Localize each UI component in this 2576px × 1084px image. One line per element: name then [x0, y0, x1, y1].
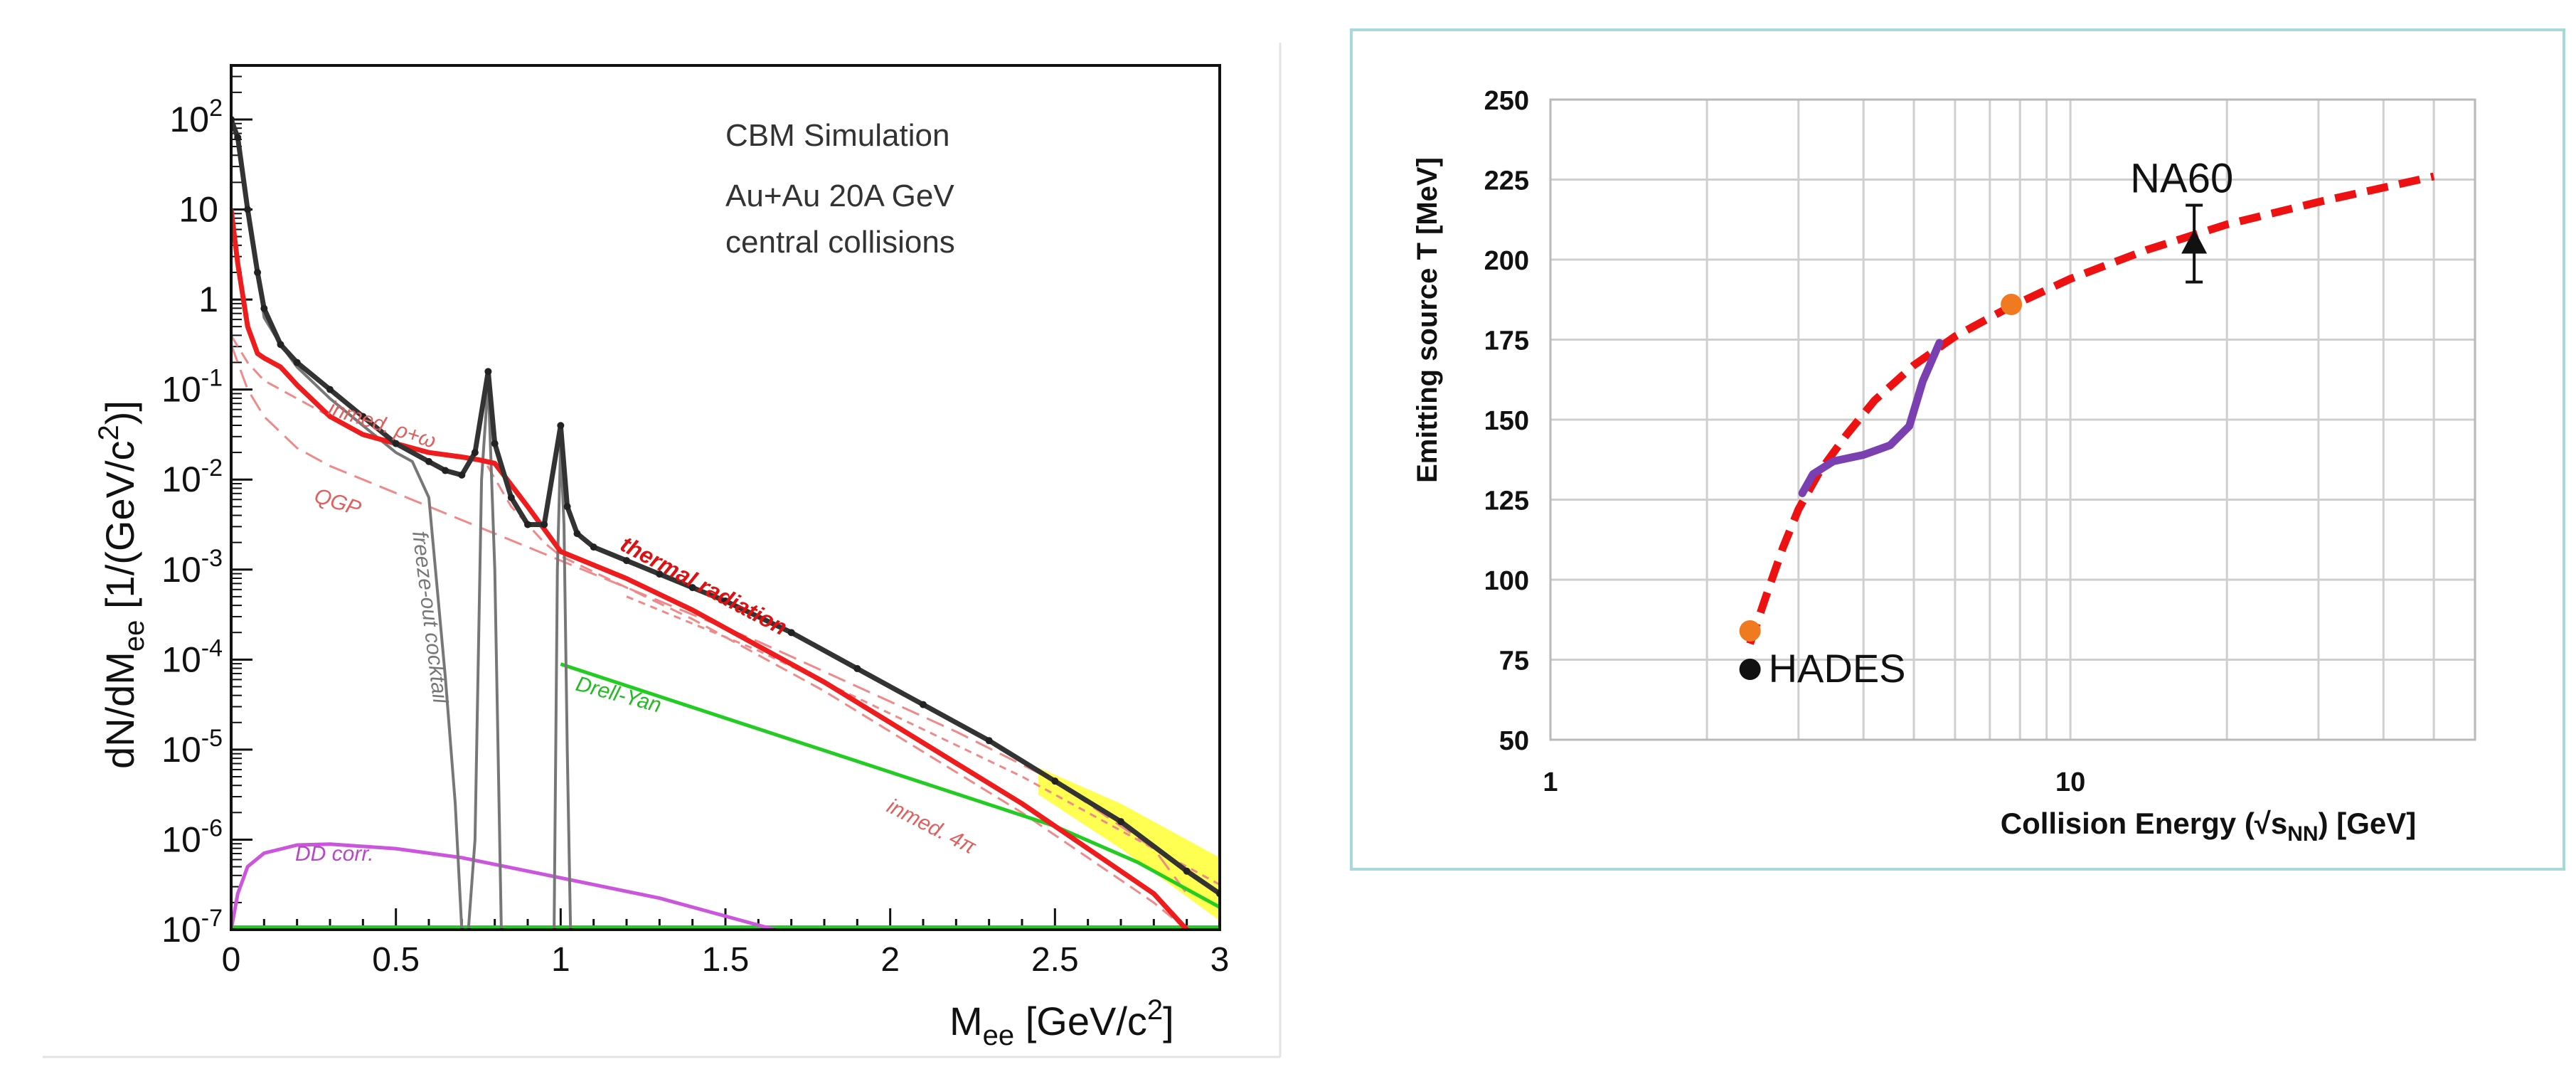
data-point — [853, 664, 861, 672]
right-points: HADES NA60 — [1739, 156, 2233, 691]
right-y-tick-label: 225 — [1484, 166, 1529, 196]
right-y-tick-label: 50 — [1499, 726, 1529, 756]
data-point — [277, 341, 284, 349]
left-y-tick-label: 10 — [179, 190, 218, 230]
right-plot-frame — [1549, 98, 2476, 741]
right-x-tick-label: 10 — [2055, 767, 2085, 797]
right-y-tick-label: 100 — [1484, 566, 1529, 596]
left-x-tick-labels: 0 0.5 1 1.5 2 2.5 3 — [222, 941, 1230, 979]
left-x-tick-label: 0.5 — [372, 941, 420, 979]
data-point — [722, 597, 729, 605]
series-thermal-radiation — [231, 209, 1189, 930]
right-x-tick-label: 1 — [1543, 767, 1558, 797]
right-y-tick-label: 175 — [1484, 326, 1529, 356]
purple-band-line — [1798, 339, 1944, 497]
data-point — [359, 413, 367, 420]
left-curves — [231, 115, 1220, 930]
annotation-line-2: Au+Au 20A GeV — [725, 179, 954, 213]
right-y-tick-labels: 50 75 100 125 150 175 200 225 250 — [1484, 86, 1529, 756]
data-point — [920, 701, 927, 708]
data-point — [507, 494, 515, 501]
orange-point — [2001, 294, 2023, 315]
left-y-tick-label: 102 — [169, 95, 223, 139]
data-point — [688, 584, 696, 592]
data-point — [458, 471, 466, 479]
data-point — [557, 422, 565, 430]
annotation-line-1: CBM Simulation — [725, 118, 949, 153]
right-y-axis-title: Emitting source T [MeV] — [1412, 157, 1443, 483]
series-qgp — [231, 344, 1188, 895]
data-point — [326, 386, 334, 393]
hades-label: HADES — [1769, 646, 1906, 691]
data-point — [524, 521, 531, 528]
right-x-tick-labels: 1 10 — [1543, 767, 2085, 797]
right-panel-frame — [1350, 28, 2565, 871]
data-point — [623, 557, 630, 565]
left-x-axis-title: Mee [GeV/c2] — [949, 994, 1174, 1051]
left-chart: 0 0.5 1 1.5 2 2.5 3 102 10 1 10-1 10-2 10-3 10-4 10-5… — [43, 43, 1282, 1058]
left-x-tick-label: 1.5 — [702, 941, 750, 979]
orange-point — [1739, 620, 1761, 642]
data-point — [1117, 818, 1124, 826]
left-y-tick-labels: 102 10 1 10-1 10-2 10-3 10-4 10-5 10-6 10-7 — [161, 95, 223, 950]
right-curves — [1746, 172, 2435, 645]
annotation-line-3: central collisions — [725, 225, 955, 260]
left-y-tick-label: 10-1 — [161, 365, 223, 410]
data-point — [392, 440, 400, 447]
dashed-fit-line — [1746, 172, 2435, 645]
data-point — [590, 543, 597, 551]
data-point — [1051, 777, 1059, 785]
label-dd-corr: DD corr. — [295, 842, 374, 866]
na60-label: NA60 — [2130, 156, 2233, 202]
data-point — [656, 570, 664, 578]
right-x-axis-title: Collision Energy (√sNN) [GeV] — [2001, 807, 2416, 846]
left-y-tick-label: 10-5 — [161, 725, 223, 770]
left-y-tick-label: 1 — [198, 280, 218, 319]
right-y-tick-label: 75 — [1499, 647, 1529, 676]
data-point — [254, 269, 262, 277]
left-y-axis-title: dN/dMee [1/(GeV/c2)] — [93, 400, 150, 769]
right-y-tick-label: 200 — [1484, 246, 1529, 276]
right-y-tick-label: 125 — [1484, 487, 1529, 516]
data-point — [1183, 867, 1191, 875]
data-point — [484, 368, 492, 376]
series-drell-yan — [560, 662, 1220, 909]
data-point — [442, 467, 449, 474]
data-point — [260, 304, 268, 312]
left-x-tick-label: 0 — [222, 941, 241, 979]
data-point — [787, 629, 795, 637]
data-point — [425, 457, 432, 465]
left-y-tick-label: 10-4 — [161, 634, 223, 679]
data-point — [293, 358, 301, 366]
left-y-tick-label: 10-3 — [161, 545, 223, 590]
left-plot-frame — [230, 64, 1221, 931]
right-y-tick-label: 250 — [1484, 86, 1529, 116]
left-x-tick-label: 1 — [551, 941, 570, 979]
data-point — [491, 440, 499, 447]
series-dd-corr- — [231, 842, 776, 930]
left-x-tick-label: 3 — [1210, 941, 1230, 979]
data-point — [244, 206, 252, 213]
data-point — [471, 449, 479, 457]
data-point — [541, 521, 548, 528]
data-point — [985, 737, 993, 745]
hades-point — [1739, 659, 1761, 680]
data-point — [234, 134, 242, 142]
left-y-tick-label: 10-2 — [161, 455, 223, 499]
left-y-tick-label: 10-6 — [161, 814, 223, 859]
data-point — [563, 503, 571, 511]
left-x-tick-label: 2 — [880, 941, 900, 979]
right-y-tick-label: 150 — [1484, 406, 1529, 436]
series-inmed-4pi — [626, 595, 1220, 886]
data-point — [573, 530, 581, 538]
left-y-tick-label: 10-7 — [161, 905, 223, 950]
left-x-tick-label: 2.5 — [1031, 941, 1079, 979]
na60-point — [2181, 229, 2208, 254]
